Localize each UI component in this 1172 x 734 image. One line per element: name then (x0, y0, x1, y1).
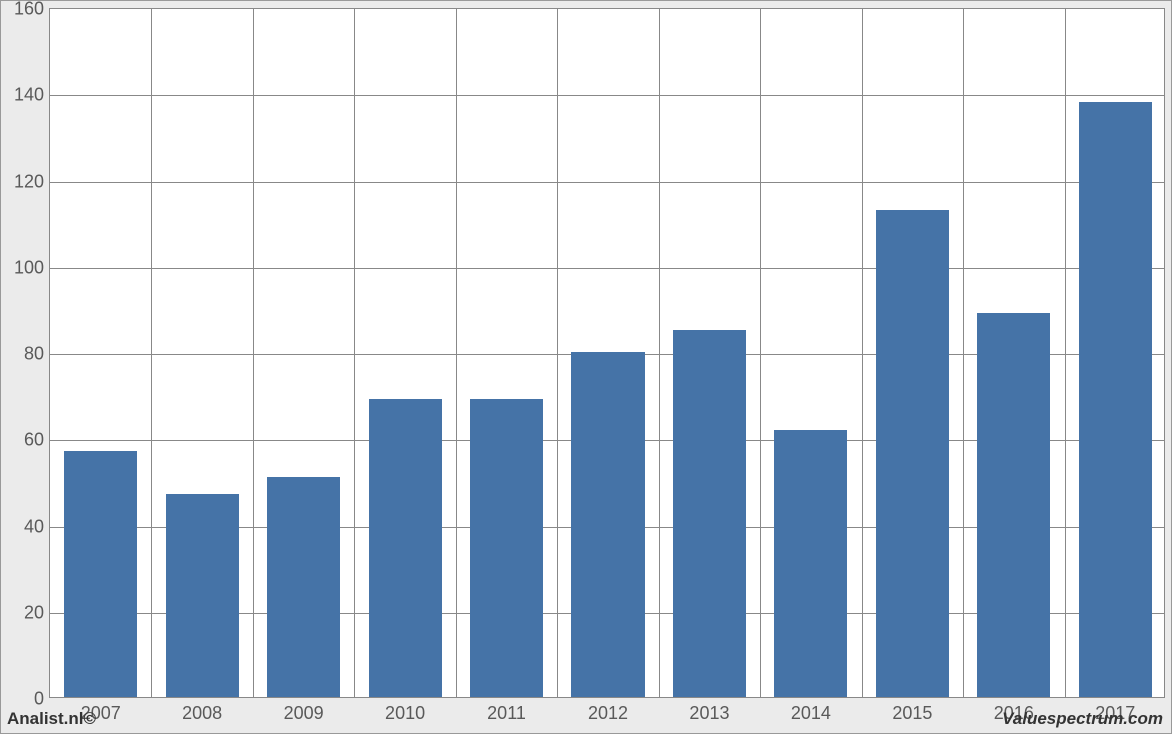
x-tick-label: 2010 (385, 703, 425, 724)
bar (1079, 102, 1152, 697)
y-tick-label: 140 (14, 85, 44, 106)
grid-line-vertical (557, 9, 558, 697)
y-tick-label: 60 (24, 430, 44, 451)
grid-line-horizontal (50, 268, 1164, 269)
y-tick-label: 100 (14, 257, 44, 278)
grid-line-vertical (456, 9, 457, 697)
y-tick-label: 160 (14, 0, 44, 20)
chart-container: 0204060801001201401602007200820092010201… (0, 0, 1172, 734)
grid-line-vertical (151, 9, 152, 697)
x-tick-label: 2011 (487, 703, 526, 724)
bar (166, 494, 239, 697)
grid-line-vertical (963, 9, 964, 697)
footer-left-label: Analist.nl© (7, 709, 96, 729)
x-tick-label: 2008 (182, 703, 222, 724)
x-tick-label: 2012 (588, 703, 628, 724)
grid-line-vertical (862, 9, 863, 697)
bar (470, 399, 543, 697)
grid-line-vertical (354, 9, 355, 697)
x-tick-label: 2009 (284, 703, 324, 724)
bar (571, 352, 644, 697)
y-tick-label: 40 (24, 516, 44, 537)
grid-line-vertical (760, 9, 761, 697)
grid-line-horizontal (50, 95, 1164, 96)
bar (774, 430, 847, 697)
x-tick-label: 2013 (689, 703, 729, 724)
y-tick-label: 20 (24, 602, 44, 623)
y-tick-label: 80 (24, 344, 44, 365)
plot-area: 0204060801001201401602007200820092010201… (49, 8, 1165, 698)
footer-right-label: Valuespectrum.com (1002, 709, 1163, 729)
grid-line-vertical (1065, 9, 1066, 697)
bar (977, 313, 1050, 697)
bar (673, 330, 746, 697)
grid-line-vertical (659, 9, 660, 697)
bar (369, 399, 442, 697)
x-tick-label: 2015 (892, 703, 932, 724)
bar (64, 451, 137, 697)
bar (876, 210, 949, 697)
grid-line-vertical (253, 9, 254, 697)
bar (267, 477, 340, 697)
x-tick-label: 2014 (791, 703, 831, 724)
y-tick-label: 0 (34, 689, 44, 710)
grid-line-horizontal (50, 182, 1164, 183)
y-tick-label: 120 (14, 171, 44, 192)
